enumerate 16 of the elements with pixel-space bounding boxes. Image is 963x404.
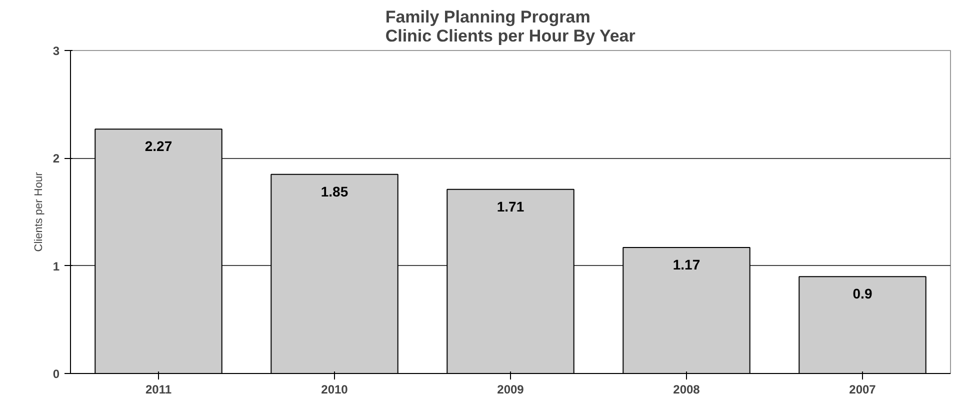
y-tick-label: 3 xyxy=(52,44,60,58)
data-label: 1.85 xyxy=(320,183,348,200)
x-tick-label: 2007 xyxy=(849,382,876,396)
data-label: 0.9 xyxy=(852,286,872,302)
data-label: 2.27 xyxy=(144,138,172,154)
x-tick-label: 2008 xyxy=(673,382,700,396)
data-label: 1.71 xyxy=(496,198,524,214)
y-axis-title: Clients per Hour xyxy=(32,172,45,252)
x-tick-label: 2009 xyxy=(497,382,524,396)
data-label: 1.17 xyxy=(672,256,700,273)
y-tick-label: 0 xyxy=(52,367,60,381)
y-tick-label: 1 xyxy=(52,259,60,274)
x-tick-label: 2011 xyxy=(145,382,172,396)
chart-title: Family Planning Program Clinic Clients per Hour By Year xyxy=(385,8,636,46)
x-tick-label: 2010 xyxy=(321,382,348,396)
y-tick-label: 2 xyxy=(52,152,60,166)
